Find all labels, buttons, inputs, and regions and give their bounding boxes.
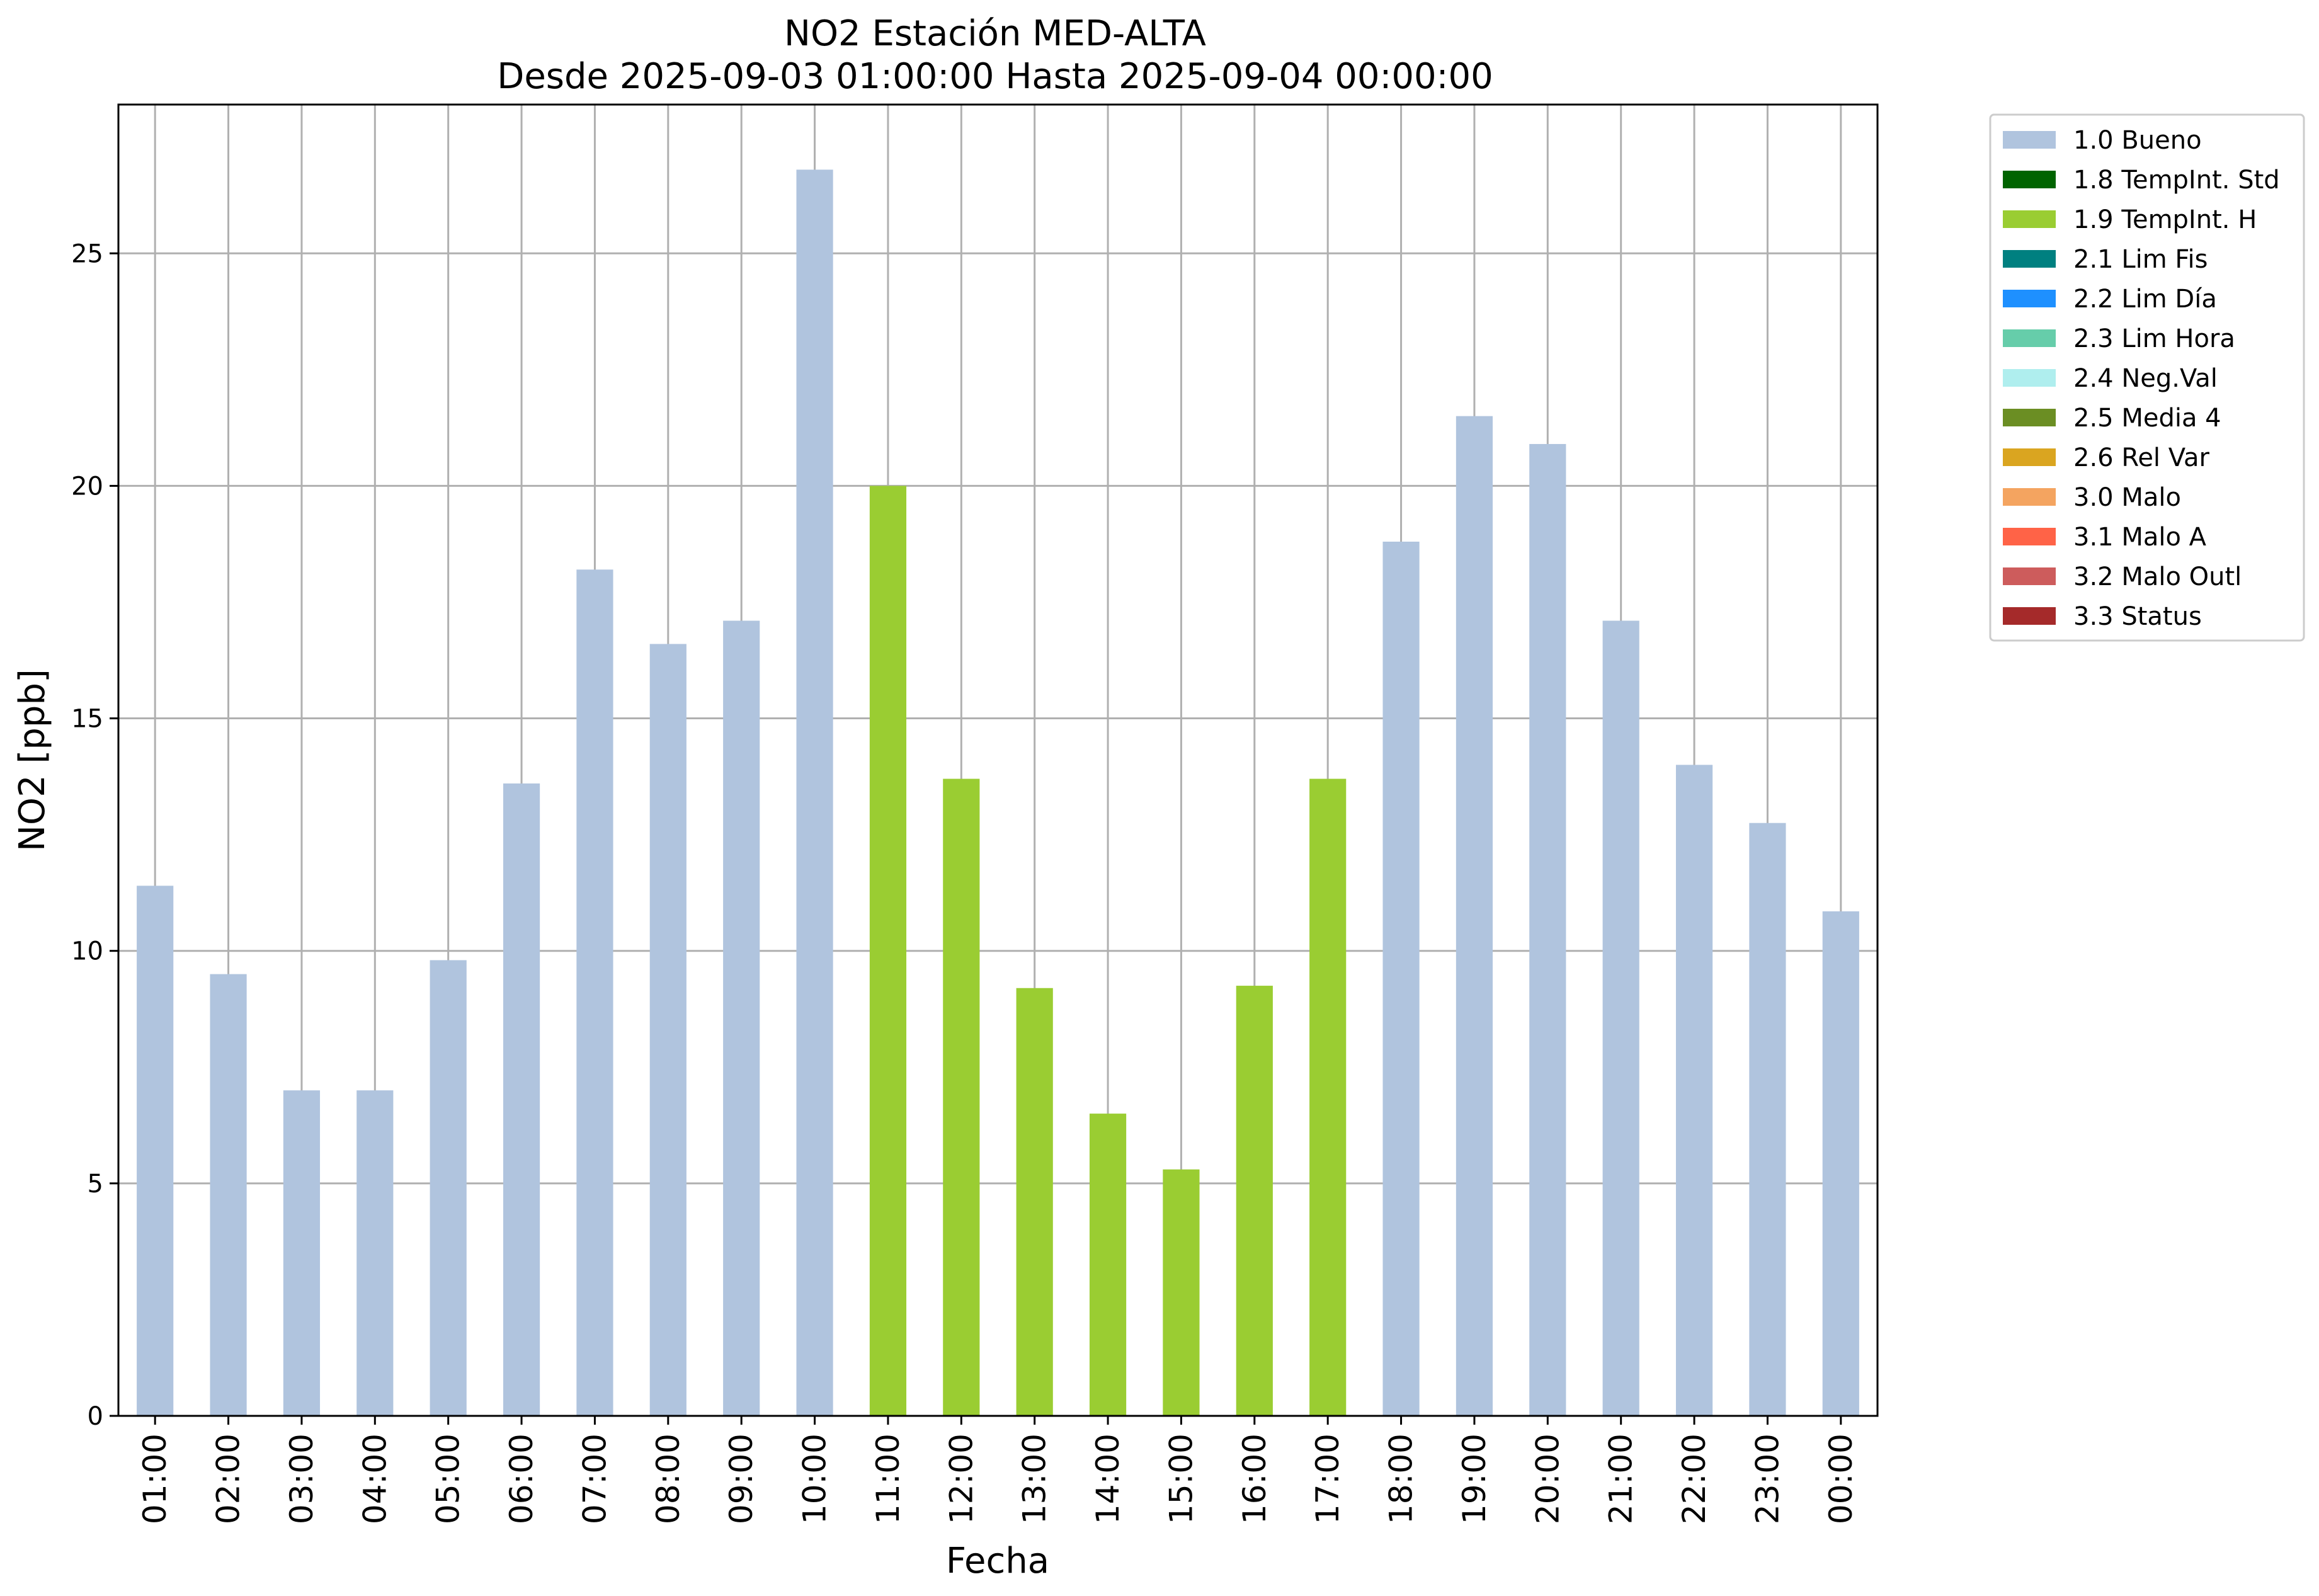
x-tick-label: 11:00 — [870, 1434, 906, 1524]
legend-swatch — [2003, 329, 2056, 347]
x-tick-label: 02:00 — [210, 1434, 247, 1524]
y-tick-label: 15 — [71, 705, 103, 734]
legend-label: 2.1 Lim Fis — [2073, 245, 2208, 274]
legend-swatch — [2003, 607, 2056, 625]
legend-label: 2.6 Rel Var — [2073, 443, 2210, 472]
bar-1800 — [1382, 542, 1420, 1416]
bar-1400 — [1089, 1114, 1127, 1416]
bar-2200 — [1675, 765, 1713, 1416]
legend-label: 1.9 TempInt. H — [2073, 205, 2257, 234]
x-tick-label: 03:00 — [283, 1434, 320, 1524]
legend-swatch — [2003, 528, 2056, 545]
x-tick-label: 07:00 — [576, 1434, 613, 1524]
x-tick-label: 19:00 — [1456, 1434, 1493, 1524]
x-tick-label: 23:00 — [1749, 1434, 1786, 1524]
x-tick-label: 21:00 — [1603, 1434, 1639, 1524]
y-axis-label: NO2 [ppb] — [12, 669, 53, 852]
legend-label: 3.2 Malo Outl — [2073, 562, 2242, 591]
y-tick-label: 25 — [71, 239, 103, 268]
legend-label: 3.3 Status — [2073, 602, 2202, 631]
legend-swatch — [2003, 369, 2056, 387]
legend-swatch — [2003, 210, 2056, 228]
bar-1900 — [1456, 416, 1493, 1416]
bar-0400 — [356, 1090, 394, 1416]
bar-2000 — [1529, 443, 1566, 1416]
x-tick-label: 16:00 — [1236, 1434, 1273, 1524]
legend-swatch — [2003, 171, 2056, 188]
legend-frame — [1989, 113, 2305, 642]
x-tick-label: 15:00 — [1163, 1434, 1199, 1524]
x-axis-ticks: 01:00 02:00 03:00 04:00 05:00 06:00 07:00 08:00… — [137, 1416, 1859, 1524]
x-tick-label: 13:00 — [1017, 1434, 1053, 1524]
legend-swatch — [2003, 567, 2056, 585]
legend-swatch — [2003, 448, 2056, 466]
bar-2100 — [1602, 620, 1639, 1416]
y-tick-label: 5 — [88, 1170, 103, 1199]
x-tick-label: 01:00 — [137, 1434, 173, 1524]
x-tick-label: 18:00 — [1383, 1434, 1420, 1524]
bar-0300 — [283, 1090, 321, 1416]
y-tick-label: 0 — [88, 1402, 103, 1431]
x-tick-label: 09:00 — [723, 1434, 760, 1524]
x-tick-label: 17:00 — [1309, 1434, 1346, 1524]
bar-0100 — [137, 886, 174, 1416]
bar-0600 — [503, 783, 540, 1416]
plot-frame — [117, 103, 1879, 1417]
x-axis-label: Fecha — [946, 1541, 1049, 1582]
legend-label: 2.3 Lim Hora — [2073, 324, 2235, 353]
legend-label: 1.0 Bueno — [2073, 126, 2202, 155]
legend-label: 2.4 Neg.Val — [2073, 364, 2218, 393]
legend: 1.0 Bueno 1.8 TempInt. Std 1.9 TempInt. H 2… — [1989, 113, 2305, 642]
chart-subtitle: Desde 2025-09-03 01:00:00 Hasta 2025-09-… — [497, 56, 1493, 97]
y-tick-label: 20 — [71, 472, 103, 501]
bar-1200 — [943, 778, 980, 1416]
x-tick-label: 22:00 — [1676, 1434, 1712, 1524]
x-tick-label: 14:00 — [1090, 1434, 1126, 1524]
bar-1100 — [869, 486, 907, 1416]
y-tick-label: 10 — [71, 937, 103, 966]
x-tick-label: 20:00 — [1529, 1434, 1566, 1524]
bar-1600 — [1236, 986, 1273, 1416]
bar-1300 — [1016, 988, 1053, 1416]
legend-swatch — [2003, 488, 2056, 506]
x-tick-label: 10:00 — [797, 1434, 833, 1524]
bars — [137, 169, 1859, 1416]
x-tick-label: 04:00 — [356, 1434, 393, 1524]
x-tick-label: 06:00 — [503, 1434, 540, 1524]
bar-2300 — [1749, 823, 1786, 1416]
x-tick-label: 05:00 — [430, 1434, 467, 1524]
legend-label: 1.8 TempInt. Std — [2073, 166, 2280, 195]
x-tick-label: 12:00 — [943, 1434, 979, 1524]
legend-label: 3.0 Malo — [2073, 483, 2181, 512]
bar-0800 — [649, 644, 687, 1416]
bar-0000 — [1822, 911, 1859, 1416]
legend-swatch — [2003, 409, 2056, 426]
legend-swatch — [2003, 290, 2056, 307]
legend-label: 2.2 Lim Día — [2073, 285, 2217, 314]
x-tick-label: 00:00 — [1823, 1434, 1859, 1524]
legend-label: 2.5 Media 4 — [2073, 404, 2221, 433]
bar-0500 — [430, 960, 467, 1416]
bar-1000 — [796, 169, 833, 1416]
x-tick-label: 08:00 — [650, 1434, 687, 1524]
legend-swatch — [2003, 131, 2056, 149]
chart-title: NO2 Estación MED-ALTA — [784, 13, 1206, 54]
bar-0900 — [723, 620, 760, 1416]
y-axis-ticks: 0 5 10 15 20 25 — [71, 239, 118, 1431]
legend-swatch — [2003, 250, 2056, 268]
bar-1700 — [1309, 778, 1347, 1416]
bar-1500 — [1163, 1169, 1200, 1416]
bar-0200 — [210, 974, 247, 1416]
legend-label: 3.1 Malo A — [2073, 523, 2207, 552]
bar-0700 — [576, 569, 613, 1416]
